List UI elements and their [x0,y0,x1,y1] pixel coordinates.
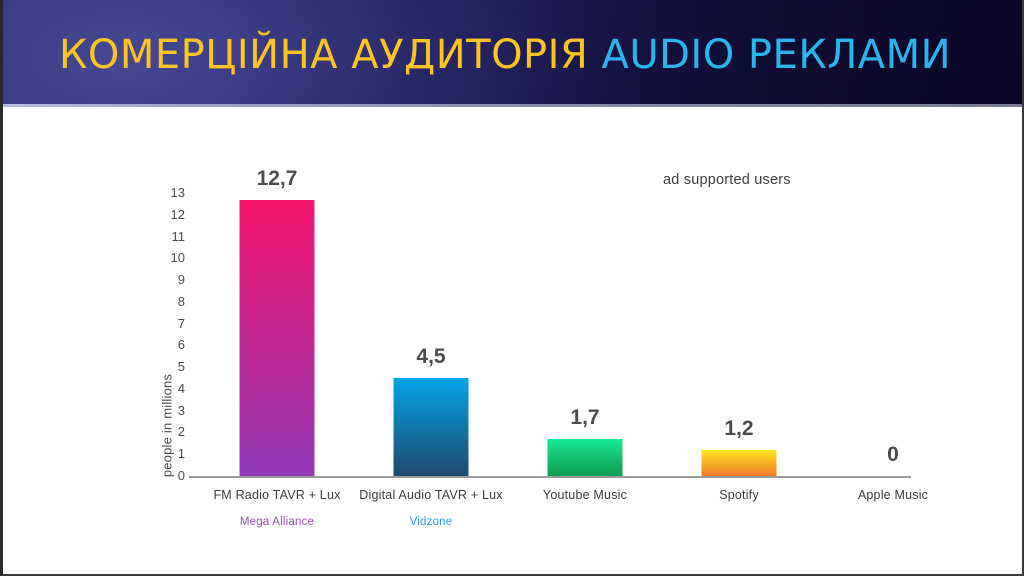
bar-group: 1,2 Spotify [667,110,811,502]
y-axis-tick-label: 4 [177,380,185,396]
bar-value-label: 1,2 [724,416,754,440]
x-axis-line [189,476,911,478]
page-title: КОМЕРЦІЙНА АУДИТОРІЯ AUDIO РЕКЛАМИ [59,32,951,78]
x-axis-category-label: Digital Audio TAVR + Lux [359,488,503,502]
bar-group: 1,7 Youtube Music [513,110,657,502]
y-axis-tick-label: 8 [177,293,185,309]
header-divider [3,104,1022,107]
x-axis-category-label: Apple Music [857,488,929,502]
page-title-accent: AUDIO РЕКЛАМИ [601,32,952,78]
y-axis-title-wrapper: people in millions [113,210,175,477]
bar-value-label: 12,7 [256,166,298,190]
bar-value-label: 1,7 [570,406,600,429]
y-axis-tick-label: 6 [177,337,185,353]
bar-value-label: 0 [887,443,899,466]
bar-group: 4,5 Digital Audio TAVR + Lux Vidzone [359,110,503,528]
x-axis-sub-label: Vidzone [409,516,453,528]
y-axis-tick-label: 12 [170,206,185,222]
bar-value-label: 4,5 [416,345,446,369]
y-axis-tick-label: 3 [177,402,185,418]
y-axis-ticks: 13 12 11 10 9 8 7 6 5 4 3 2 1 0 [159,110,186,483]
x-axis-category-label: Spotify [719,488,759,502]
x-axis-category-label: FM Radio TAVR + Lux [213,488,341,502]
bar[interactable] [239,199,315,476]
bar[interactable] [547,439,623,476]
page-title-primary: КОМЕРЦІЙНА АУДИТОРІЯ [59,32,602,78]
y-axis-tick-label: 2 [177,424,185,440]
y-axis-tick-label: 1 [177,446,185,462]
plot-area: ad supported users 12,7 FM Radio TAVR + L… [189,110,928,528]
y-axis-tick-label: 7 [177,315,185,331]
bar[interactable] [393,378,469,476]
slide-header-band: КОМЕРЦІЙНА АУДИТОРІЯ AUDIO РЕКЛАМИ [3,0,1022,104]
chart-annotation: ad supported users [663,172,791,188]
bar-group: 0 Apple Music [821,110,965,502]
y-axis-tick-label: 5 [177,359,185,375]
y-axis-tick-label: 10 [170,250,185,266]
x-axis-sub-label: Mega Alliance [239,516,315,528]
y-axis-tick-label: 11 [171,228,186,244]
bar-chart: people in millions 13 12 11 10 9 8 7 6 5 4 3 2 1 0 ad… [3,110,1022,574]
x-axis-category-label: Youtube Music [542,488,628,502]
bar-group: 12,7 FM Radio TAVR + Lux Mega Alliance [205,110,349,528]
y-axis-tick-label: 13 [170,185,185,200]
y-axis-tick-label: 9 [177,272,185,288]
y-axis-tick-label: 0 [177,468,185,483]
bar[interactable] [701,449,777,476]
